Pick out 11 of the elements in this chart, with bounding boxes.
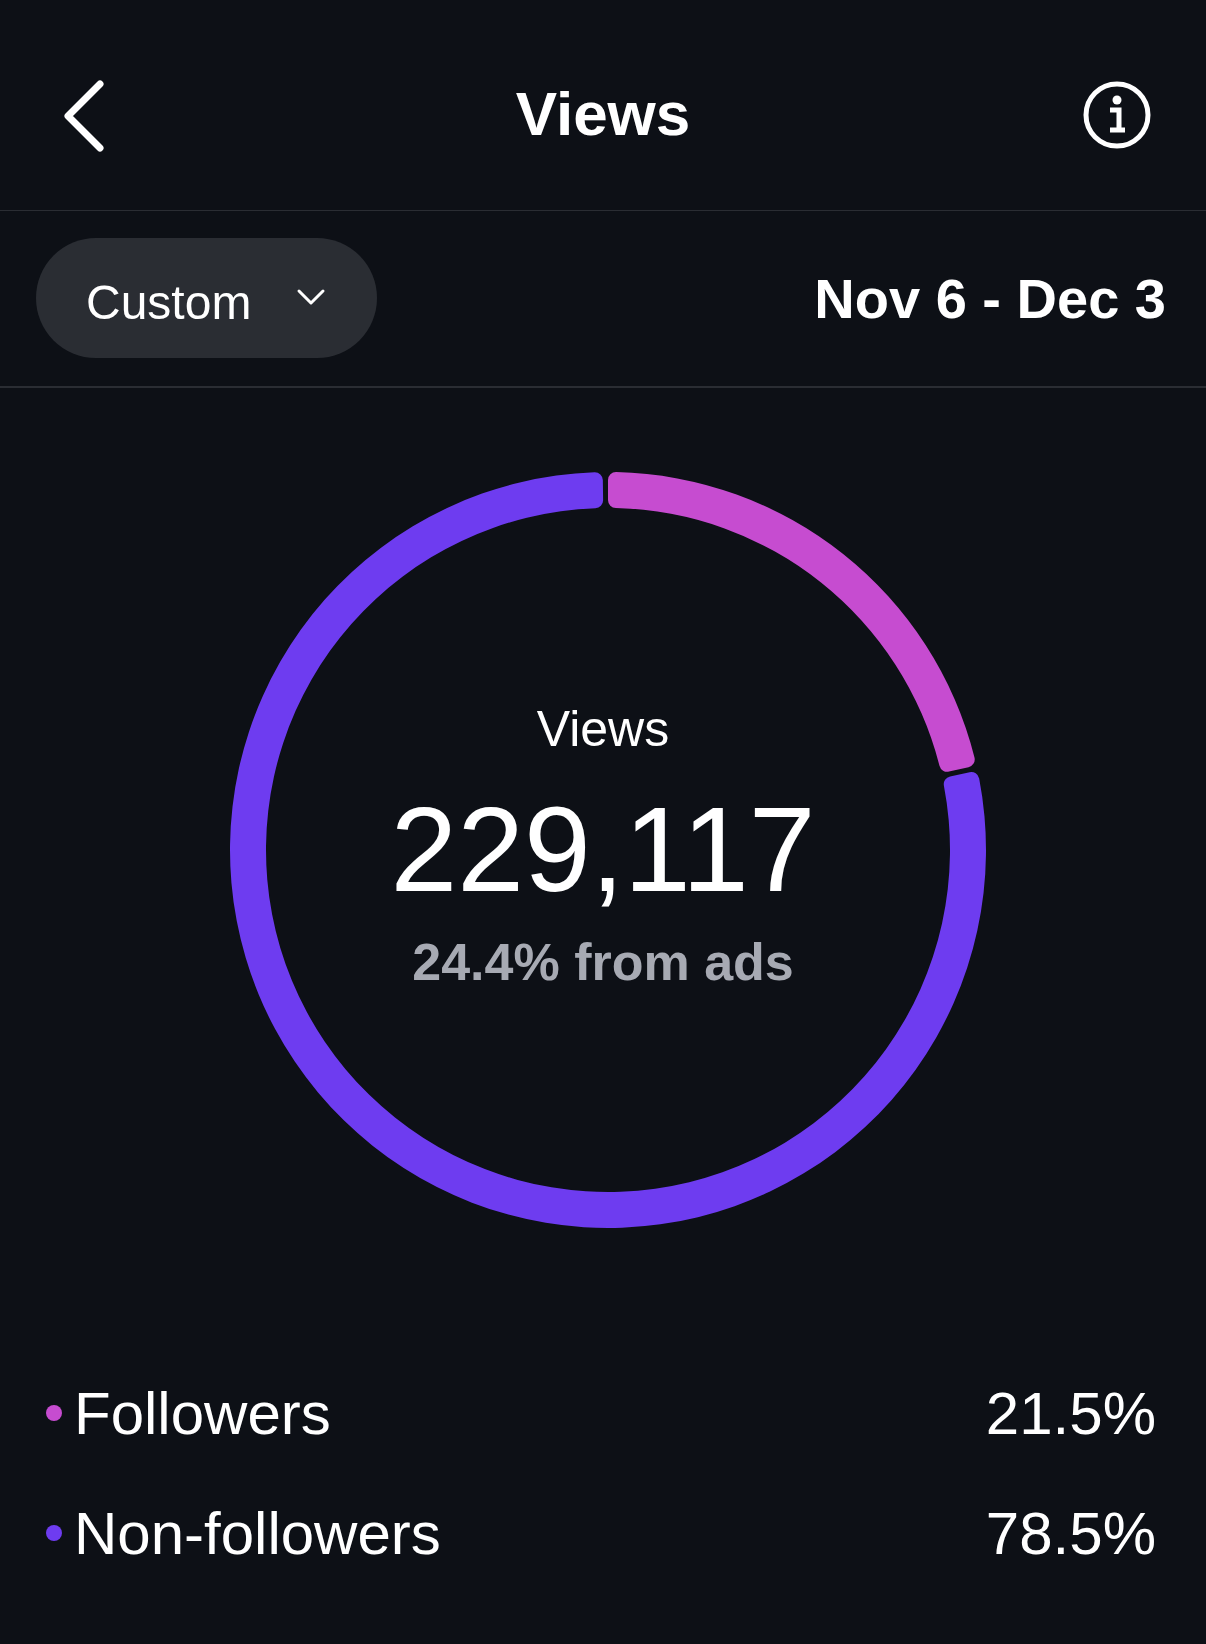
legend-label: Followers [74, 1378, 331, 1448]
donut-slice [230, 472, 986, 1228]
text: Views [535, 700, 671, 758]
legend-label: Non-followers [74, 1498, 441, 1568]
text: Nov 6 - Dec 3 [814, 266, 1166, 331]
text: Custom [86, 275, 252, 330]
data-label: 78.5% [985, 1498, 1156, 1568]
text: 229,117 [389, 781, 817, 918]
chart-title: Views [514, 78, 692, 149]
data-label: 21.5% [985, 1378, 1156, 1448]
text: 24.4% from ads [411, 932, 795, 992]
